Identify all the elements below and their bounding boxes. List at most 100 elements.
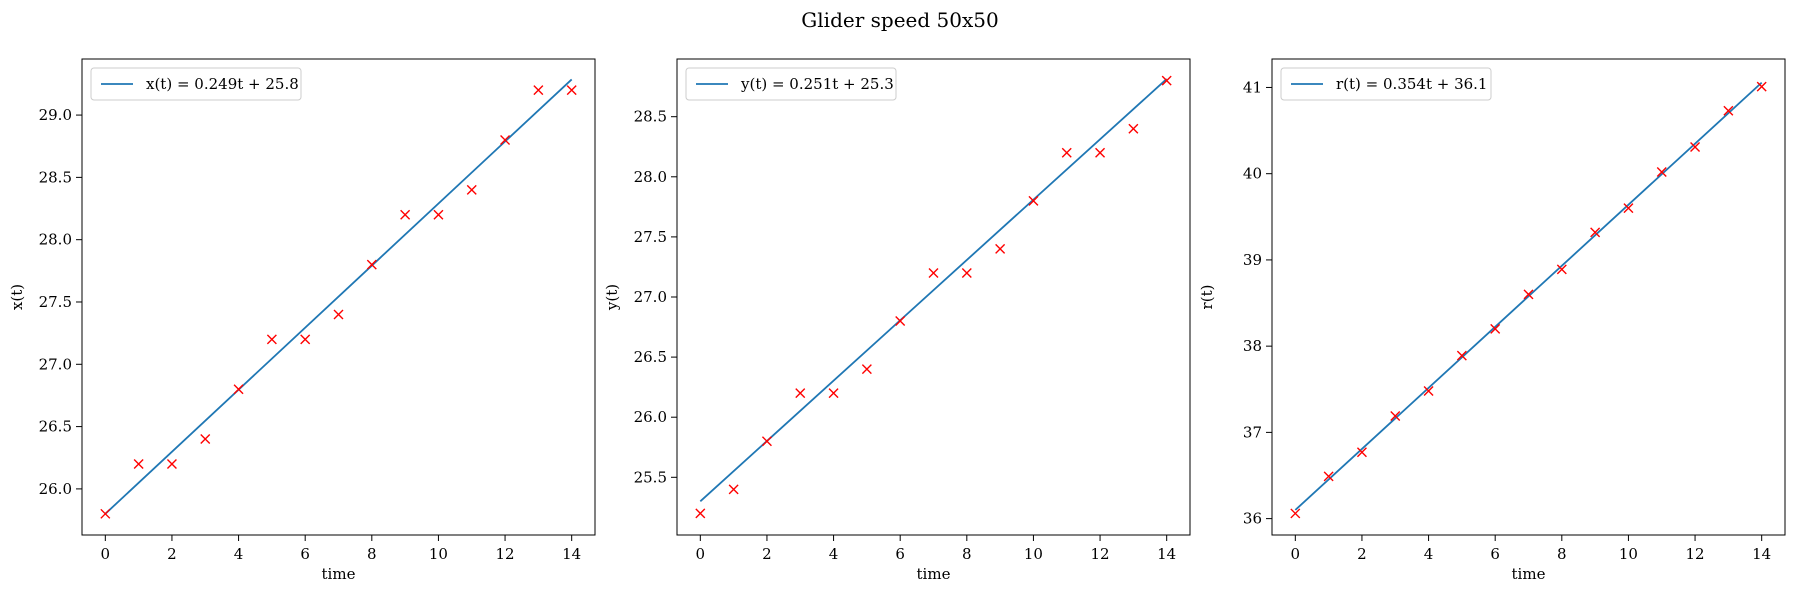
data-point [1490,323,1501,334]
data-point [1423,385,1434,396]
x-tick-label: 12 [1091,545,1110,563]
y-axis-label: r(t) [1198,285,1216,310]
subplot-3: 0 2 4 6 8 10 12 14 36 37 38 39 40 41 time r(t) r(t) = 0.… [1198,58,1786,583]
figure-title: Glider speed 50x50 [801,8,999,32]
data-point [400,209,411,220]
data-point [1656,166,1667,177]
y-tick-label: 26.5 [634,348,667,366]
x-tick-label: 14 [1157,545,1176,563]
y-tick-label: 41 [1243,78,1262,96]
data-point [1623,203,1634,214]
data-point [895,316,906,327]
data-point [1356,447,1367,458]
data-point [1061,147,1072,158]
x-tick-label: 10 [429,545,448,563]
x-tick-label: 8 [1557,545,1567,563]
y-tick-label: 28.5 [634,108,667,126]
x-tick-label: 14 [562,545,581,563]
x-tick-label: 6 [1490,545,1500,563]
x-tick-label: 8 [962,545,972,563]
y-axis-label: x(t) [8,284,26,310]
data-point [995,243,1006,254]
legend-box [1280,67,1492,101]
x-tick-label: 6 [300,545,310,563]
data-point [1590,227,1601,238]
data-point [366,259,377,270]
fit-line [104,78,573,515]
data-point [928,267,939,278]
y-tick-label: 36 [1243,510,1262,528]
data-point [1456,350,1467,361]
data-point [466,184,477,195]
x-tick-label: 12 [1686,545,1705,563]
y-tick-label: 29.0 [39,106,72,124]
data-point [100,508,111,519]
data-point [1161,75,1172,86]
data-point [861,364,872,375]
x-tick-label: 14 [1752,545,1771,563]
data-point [1556,264,1567,275]
y-tick-label: 26.0 [634,408,667,426]
subplot-1: 0 2 4 6 8 10 12 14 26.0 26.5 27.0 27.5 28.0 28.5 29.0 t… [8,58,596,583]
data-point [1523,289,1534,300]
data-point [1390,411,1401,421]
x-tick-label: 8 [367,545,377,563]
x-tick-label: 10 [1024,545,1043,563]
data-point [433,209,444,220]
data-point [728,484,739,495]
data-point [566,85,577,96]
data-point [200,434,211,445]
data-point [1290,508,1301,519]
y-tick-label: 27.5 [39,293,72,311]
x-tick-label: 10 [1619,545,1638,563]
data-point [266,334,277,345]
x-tick-label: 0 [696,545,706,563]
data-point [1323,471,1334,482]
y-tick-label: 37 [1243,423,1262,441]
data-point [500,135,511,145]
data-point [1723,105,1734,116]
data-point [1128,123,1139,134]
data-point [695,508,706,519]
data-point [828,388,839,399]
x-axis-label: time [1512,565,1546,583]
y-tick-label: 28.0 [39,231,72,249]
plot-frame [1271,58,1786,536]
x-axis-label: time [322,565,356,583]
x-tick-label: 2 [1357,545,1367,563]
plot-frame [676,58,1191,536]
fit-line [1294,81,1763,511]
y-tick-label: 26.5 [39,418,72,436]
y-tick-label: 26.0 [39,480,72,498]
x-tick-label: 0 [1291,545,1301,563]
legend-box [90,67,302,101]
y-tick-label: 27.5 [634,228,667,246]
data-point [166,458,177,469]
y-tick-label: 27.0 [39,355,72,373]
x-tick-label: 2 [167,545,177,563]
data-point [333,309,344,320]
y-tick-label: 28.5 [39,168,72,186]
y-tick-label: 25.5 [634,468,667,486]
legend-label: y(t) = 0.251t + 25.3 [740,75,894,93]
y-tick-label: 38 [1243,337,1262,355]
x-tick-label: 4 [829,545,839,563]
x-tick-label: 6 [895,545,905,563]
x-axis-label: time [917,565,951,583]
data-point [233,384,244,395]
legend-box [685,67,897,101]
data-point [1095,147,1106,158]
data-point [1028,195,1039,206]
data-point [1690,141,1701,152]
data-point [533,85,544,96]
x-tick-label: 4 [234,545,244,563]
y-tick-label: 28.0 [634,168,667,186]
data-point [961,267,972,278]
y-axis-label: y(t) [603,284,621,311]
legend-label: r(t) = 0.354t + 36.1 [1336,75,1487,93]
x-tick-label: 12 [496,545,515,563]
fit-line [699,78,1168,503]
plot-frame [81,58,596,536]
